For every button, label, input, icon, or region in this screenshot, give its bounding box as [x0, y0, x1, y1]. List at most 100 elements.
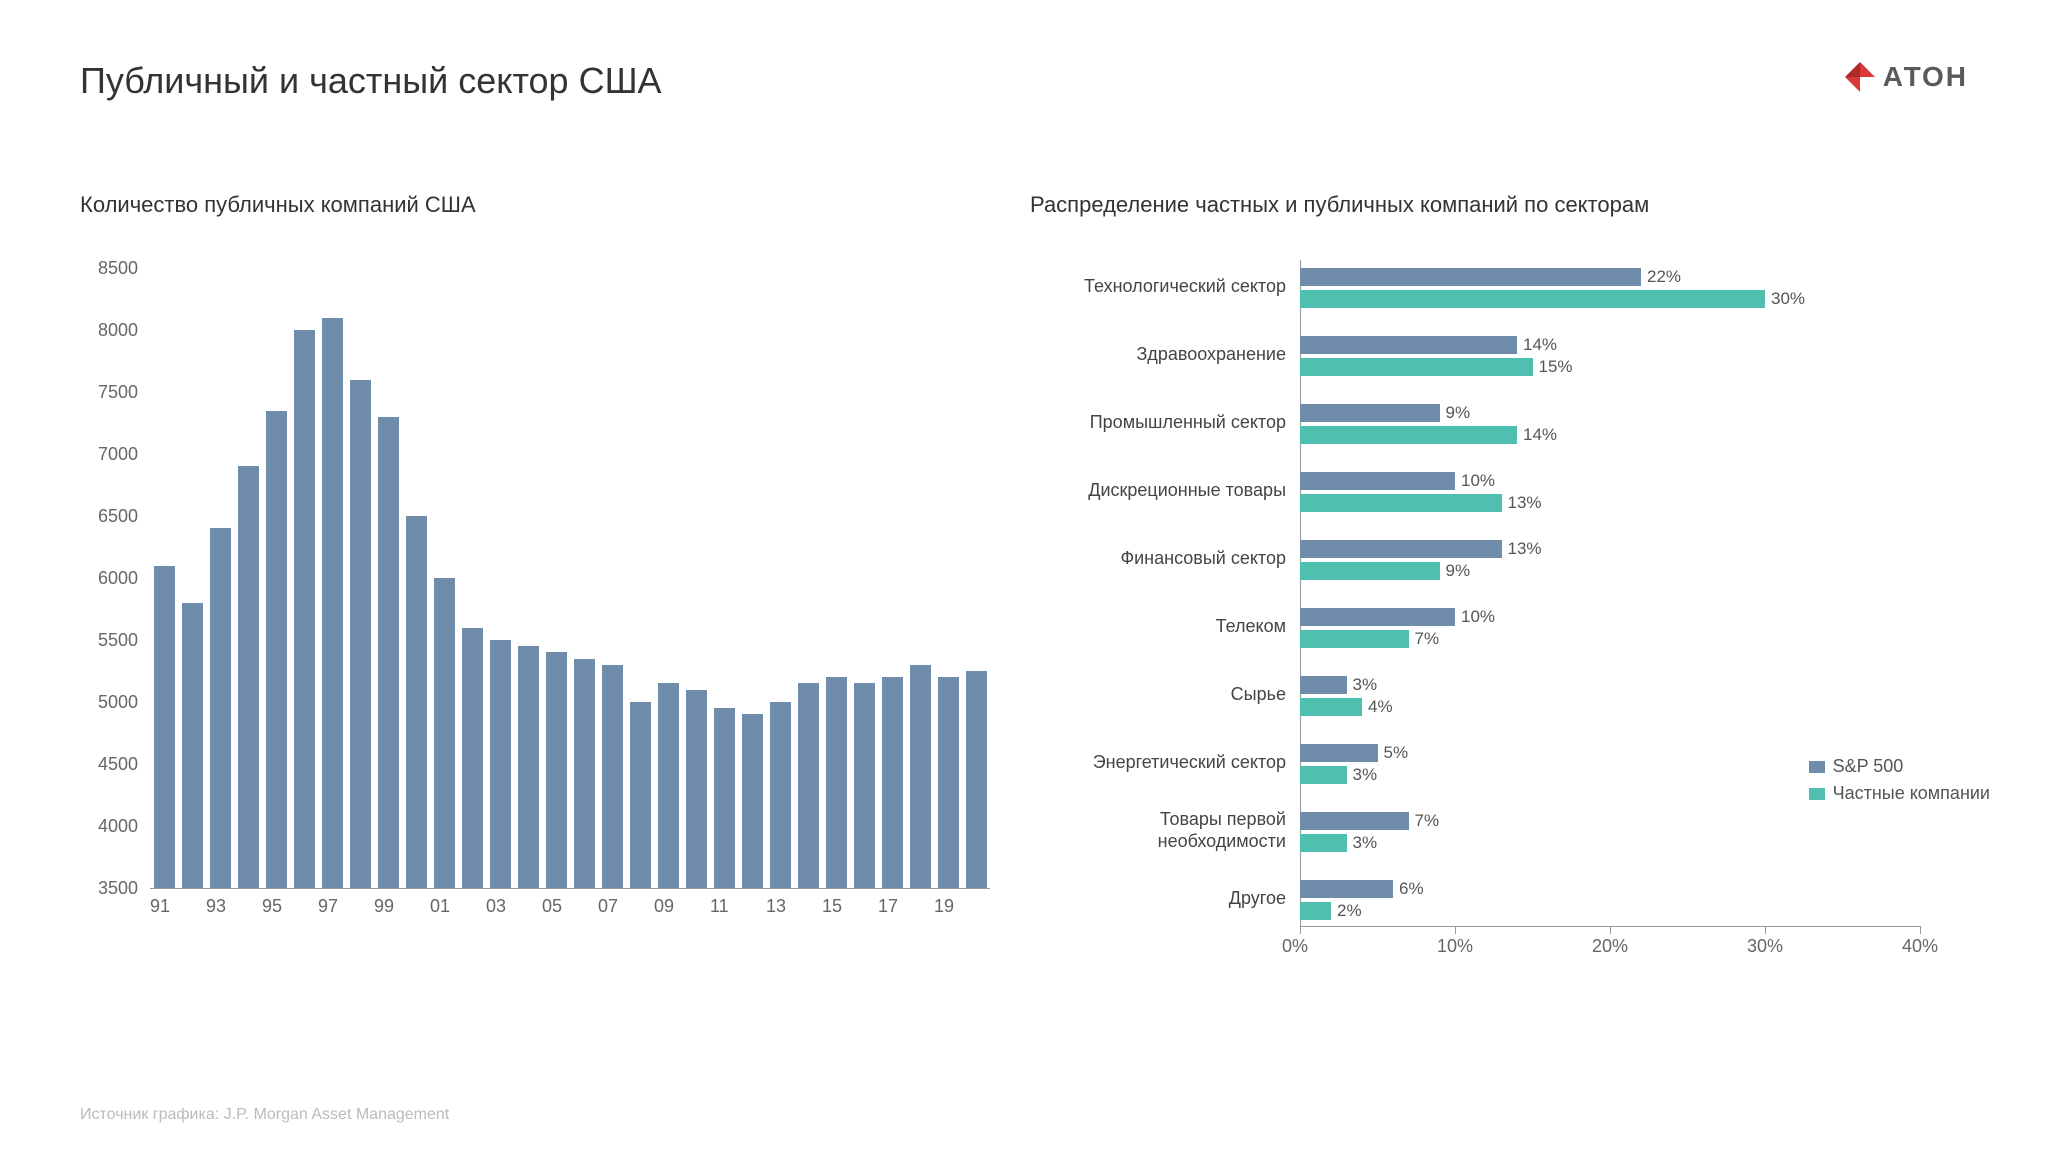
x-tick-label: 93 — [206, 896, 226, 917]
x-tick-label: 91 — [150, 896, 170, 917]
bar — [826, 677, 847, 888]
x-tick — [1920, 926, 1921, 934]
x-tick-label: 07 — [598, 896, 618, 917]
x-tick-label: 40% — [1902, 936, 1938, 957]
y-tick-label: 6000 — [80, 568, 138, 589]
x-tick-label: 20% — [1592, 936, 1628, 957]
bar — [742, 714, 763, 888]
category-label: Здравоохранение — [1030, 344, 1286, 365]
bar-value-label: 9% — [1446, 403, 1471, 423]
hbar — [1300, 608, 1455, 626]
x-tick-label: 97 — [318, 896, 338, 917]
y-tick-label: 6500 — [80, 506, 138, 527]
hbar — [1300, 268, 1641, 286]
y-tick-label: 8500 — [80, 258, 138, 279]
hbar — [1300, 540, 1502, 558]
bar-value-label: 3% — [1353, 765, 1378, 785]
bar — [714, 708, 735, 888]
hbar — [1300, 358, 1533, 376]
bar — [630, 702, 651, 888]
legend-item: S&P 500 — [1809, 756, 1990, 777]
bar — [966, 671, 987, 888]
bar-value-label: 30% — [1771, 289, 1805, 309]
y-tick-label: 4000 — [80, 816, 138, 837]
x-tick-label: 19 — [934, 896, 954, 917]
left-chart-plot: 3500400045005000550060006500700075008000… — [80, 268, 990, 922]
y-tick-label: 3500 — [80, 878, 138, 899]
hbar — [1300, 562, 1440, 580]
y-tick-label: 5500 — [80, 630, 138, 651]
x-tick-label: 03 — [486, 896, 506, 917]
hbar — [1300, 698, 1362, 716]
x-tick-label: 15 — [822, 896, 842, 917]
category-label: Энергетический сектор — [1030, 752, 1286, 773]
category-label: Финансовый сектор — [1030, 548, 1286, 569]
hbar — [1300, 630, 1409, 648]
y-tick-label: 8000 — [80, 320, 138, 341]
hbar — [1300, 336, 1517, 354]
x-tick — [1300, 926, 1301, 934]
page-root: Публичный и частный сектор США АТОН Коли… — [0, 0, 2048, 1152]
bar-value-label: 22% — [1647, 267, 1681, 287]
left-chart: Количество публичных компаний США 3500 40… — [80, 192, 990, 970]
x-tick-label: 10% — [1437, 936, 1473, 957]
hbar — [1300, 880, 1393, 898]
bar-value-label: 13% — [1508, 539, 1542, 559]
bar — [854, 683, 875, 888]
x-tick-label: 11 — [710, 896, 729, 917]
y-tick-label: 4500 — [80, 754, 138, 775]
bar-value-label: 10% — [1461, 471, 1495, 491]
left-chart-title: Количество публичных компаний США — [80, 192, 990, 218]
bar-value-label: 3% — [1353, 675, 1378, 695]
x-tick-label: 95 — [262, 896, 282, 917]
bar — [406, 516, 427, 888]
bar — [154, 566, 175, 888]
bar — [182, 603, 203, 888]
hbar — [1300, 472, 1455, 490]
bar — [686, 690, 707, 888]
bar-value-label: 10% — [1461, 607, 1495, 627]
bar — [238, 466, 259, 888]
bar-value-label: 15% — [1539, 357, 1573, 377]
hbar — [1300, 676, 1347, 694]
bar — [434, 578, 455, 888]
category-label: Сырье — [1030, 684, 1286, 705]
legend-label: S&P 500 — [1833, 756, 1904, 777]
right-chart-plot: 0%10%20%30%40%Технологический сектор22%3… — [1030, 268, 2000, 970]
bar — [210, 528, 231, 888]
logo-icon — [1843, 60, 1877, 94]
logo-text: АТОН — [1883, 61, 1968, 93]
legend-swatch — [1809, 761, 1825, 773]
y-tick-label: 7500 — [80, 382, 138, 403]
x-tick-label: 05 — [542, 896, 562, 917]
hbar — [1300, 902, 1331, 920]
x-tick-label: 30% — [1747, 936, 1783, 957]
category-label: Товары первой необходимости — [1030, 808, 1286, 852]
right-chart: Распределение частных и публичных компан… — [1030, 192, 2000, 970]
legend: S&P 500 Частные компании — [1809, 756, 1990, 810]
bar-value-label: 14% — [1523, 425, 1557, 445]
page-title: Публичный и частный сектор США — [80, 60, 662, 102]
bar — [294, 330, 315, 888]
category-label: Технологический сектор — [1030, 276, 1286, 297]
bar — [490, 640, 511, 888]
category-label: Другое — [1030, 888, 1286, 909]
y-tick-label: 7000 — [80, 444, 138, 465]
bar — [574, 659, 595, 888]
bar — [798, 683, 819, 888]
x-tick — [1455, 926, 1456, 934]
logo: АТОН — [1843, 60, 1968, 94]
hbar — [1300, 766, 1347, 784]
x-tick-label: 01 — [430, 896, 450, 917]
legend-item: Частные компании — [1809, 783, 1990, 804]
bar-value-label: 7% — [1415, 811, 1440, 831]
bar-value-label: 4% — [1368, 697, 1393, 717]
hbar — [1300, 404, 1440, 422]
charts-row: Количество публичных компаний США 3500 40… — [80, 192, 1968, 970]
bar — [602, 665, 623, 888]
right-chart-title: Распределение частных и публичных компан… — [1030, 192, 2000, 218]
header: Публичный и частный сектор США АТОН — [80, 60, 1968, 102]
category-label: Дискреционные товары — [1030, 480, 1286, 501]
category-label: Телеком — [1030, 616, 1286, 637]
bar-value-label: 5% — [1384, 743, 1409, 763]
